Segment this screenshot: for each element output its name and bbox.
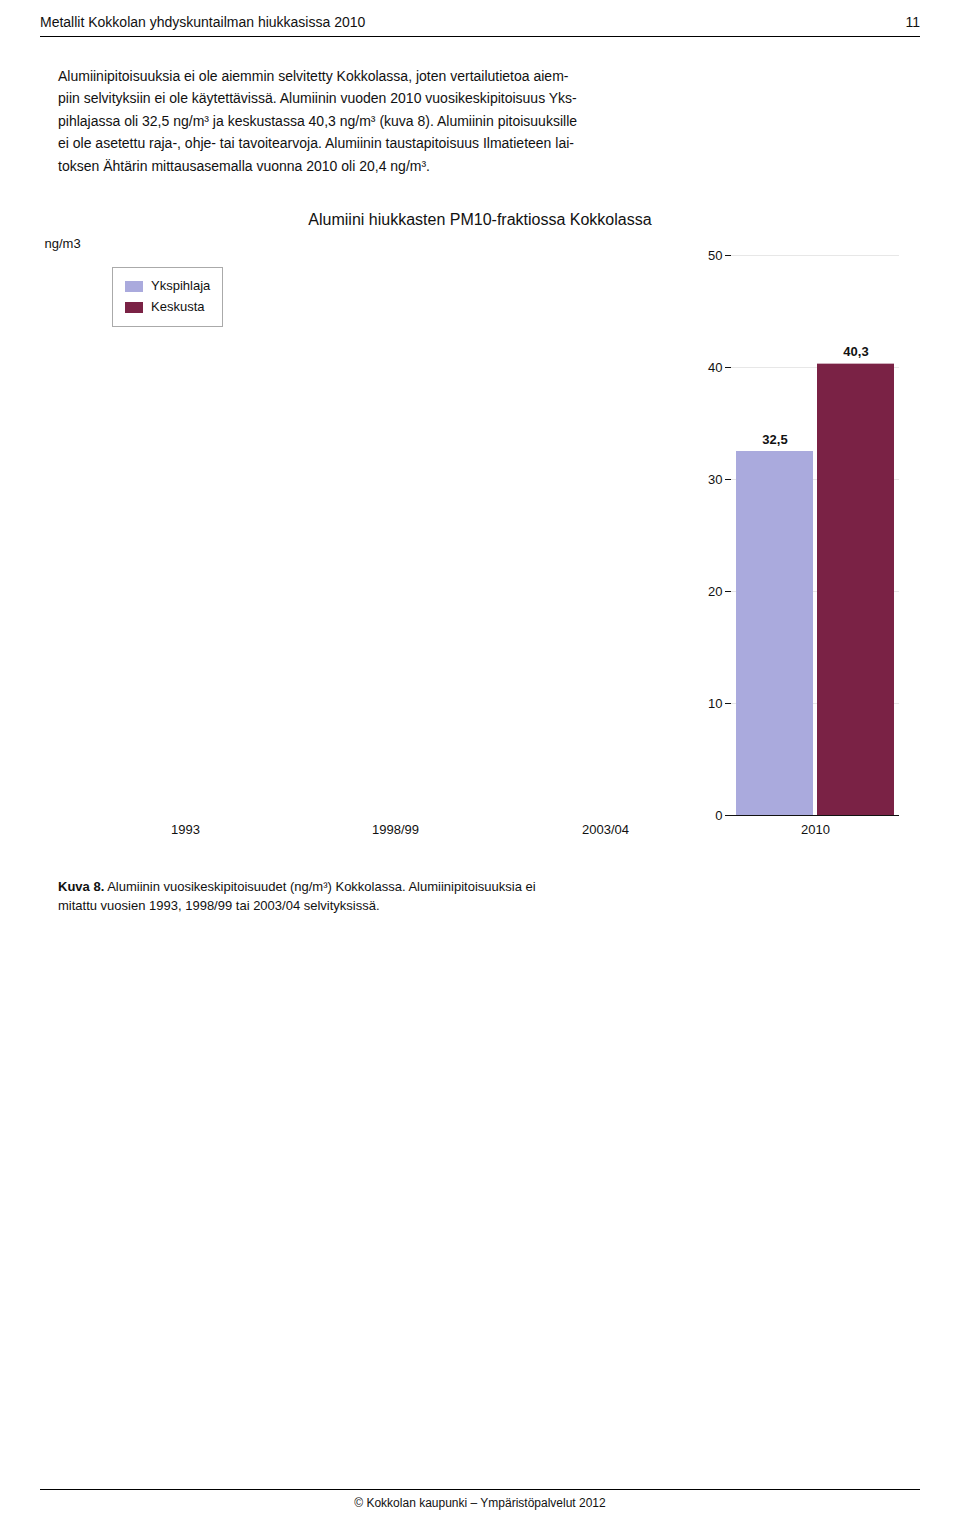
html-text:Kuva 8. Alumiinin vuosikeskipi: Kuva 8. Alumiinin vuosikeskipitoisuudet … [58, 879, 536, 914]
svg-text:50: 50 [708, 248, 722, 263]
html-text:11: 11 [905, 14, 920, 30]
svg-text:2003/04: 2003/04 [582, 822, 629, 837]
html-text:© Kokkolan kaupunki – Ympärist: © Kokkolan kaupunki – Ympäristöpalvelut … [354, 1496, 606, 1510]
svg-text:10: 10 [708, 696, 722, 711]
html-text:Ykspihlaja: Ykspihlaja [151, 278, 211, 293]
svg-text:30: 30 [708, 472, 722, 487]
html-text:Alumiini hiukkasten PM10-frakt: Alumiini hiukkasten PM10-fraktiossa Kokk… [308, 211, 652, 228]
svg-text:40,3: 40,3 [843, 344, 868, 359]
svg-text:20: 20 [708, 584, 722, 599]
html-text:Metallit Kokkolan yhdyskuntail: Metallit Kokkolan yhdyskuntailman hiukka… [40, 14, 366, 30]
svg-text:1993: 1993 [171, 822, 200, 837]
html-text:Keskusta: Keskusta [151, 298, 205, 314]
html-text:Alumiinipitoisuuksia ei ole ai: Alumiinipitoisuuksia ei ole aiemmin selv… [58, 68, 577, 174]
svg-text:0: 0 [715, 808, 722, 823]
svg-text:1998/99: 1998/99 [372, 822, 419, 837]
svg-text:40: 40 [708, 360, 722, 375]
svg-text:32,5: 32,5 [762, 431, 787, 446]
svg-text:ng/m3: ng/m3 [45, 236, 81, 251]
svg-text:2010: 2010 [801, 822, 830, 837]
